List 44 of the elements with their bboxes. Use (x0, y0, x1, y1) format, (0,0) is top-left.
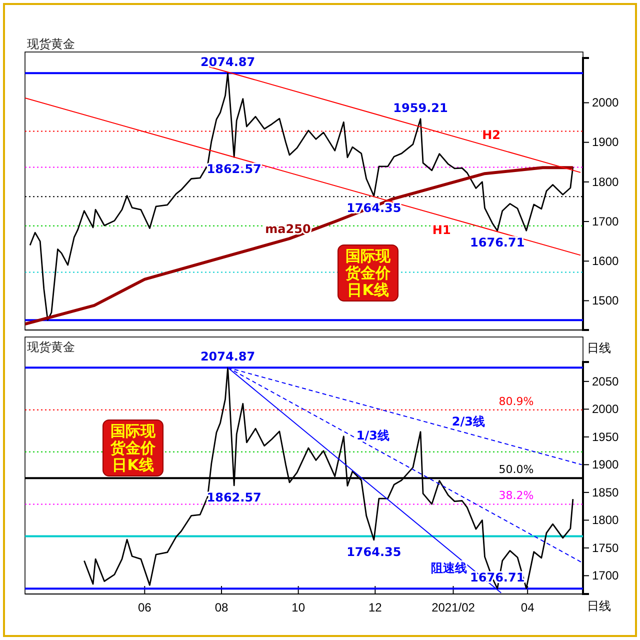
annotation: 国际现货金价日K线 (344, 247, 392, 299)
annotation: 2074.87 (200, 350, 256, 364)
series-label: H1 (432, 222, 451, 237)
series-label: 阻速线 (431, 561, 468, 576)
x-tick-label: 08 (214, 600, 228, 614)
x-tick-label: 06 (138, 600, 152, 614)
y-tick-label: 1850 (592, 485, 620, 500)
text: 日线 (587, 599, 611, 613)
annotation: 1676.71 (470, 236, 525, 250)
y-tick-label: 1950 (592, 430, 620, 444)
annotation: 2074.87 (200, 55, 256, 70)
x-tick-label: 12 (368, 600, 382, 614)
y-tick-label: 1800 (592, 174, 620, 189)
y-tick-label: 1750 (592, 540, 620, 555)
annotation: 国际现货金价日K线 (110, 422, 156, 474)
label-badge: 国际现货金价日K线 (338, 244, 398, 302)
series-label: 1/3线 (356, 428, 390, 442)
y-tick-label: 1600 (592, 254, 620, 268)
annotation: 1862.57 (206, 162, 262, 176)
label-badge: 国际现货金价日K线 (102, 420, 164, 476)
chart-title: 现货黄金 (27, 37, 75, 51)
x-tick-label: 10 (292, 600, 306, 614)
annotation: 1862.57 (206, 490, 262, 504)
annotation: 1959.21 (393, 100, 448, 115)
annotation: 80.9% (498, 394, 534, 408)
annotation: 38.2% (498, 489, 534, 502)
x-tick-label: 2021/02 (432, 600, 476, 614)
annotation: 1764.35 (346, 544, 402, 559)
x-tick-label: 04 (520, 600, 535, 614)
y-tick-label: 2000 (592, 96, 620, 110)
y-tick-label: 1800 (592, 513, 620, 528)
annotation: 50.0% (498, 463, 534, 476)
series-label: ma250 (265, 222, 311, 236)
y-tick-label: 2000 (592, 402, 620, 416)
y-tick-label: 1500 (592, 294, 620, 308)
series-label: 2/3线 (452, 414, 486, 429)
y-tick-label: 1700 (592, 568, 620, 583)
y-tick-label: 1900 (592, 458, 620, 472)
chart-title: 现货黄金 (27, 340, 75, 354)
text: 日线 (587, 341, 611, 355)
y-tick-label: 1900 (592, 135, 620, 150)
y-tick-label: 1700 (592, 214, 620, 228)
y-tick-label: 2050 (592, 374, 620, 388)
series-label: H2 (482, 128, 501, 142)
